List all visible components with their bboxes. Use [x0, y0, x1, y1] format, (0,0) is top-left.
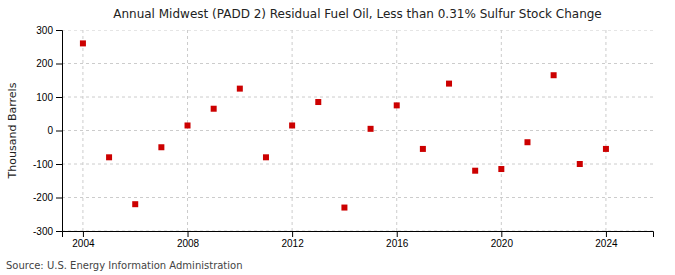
grid: [62, 30, 653, 231]
point: [524, 139, 530, 145]
tick-mark: [397, 231, 398, 237]
tick-mark: [83, 231, 84, 237]
point: [577, 161, 583, 167]
tick-mark: [56, 231, 62, 232]
tick-label: 100: [36, 92, 53, 103]
tick-mark: [188, 231, 189, 237]
tick: 2020: [491, 231, 514, 249]
chart: 2004 2008 2012 2016 2020 2024 -300 -200 -100 0 100…: [0, 0, 675, 275]
tick: 0: [47, 125, 62, 136]
tick-label: 2024: [595, 238, 618, 249]
tick-label: 300: [36, 25, 53, 36]
point: [446, 81, 452, 87]
tick-mark: [501, 231, 502, 237]
tick-mark: [56, 164, 62, 165]
tick: 2004: [72, 231, 95, 249]
point: [315, 99, 321, 105]
tick-label: 2020: [491, 238, 514, 249]
grid-line-y: [62, 164, 653, 165]
grid-line-y: [62, 30, 653, 31]
tick-label: -100: [33, 159, 53, 170]
grid-line-x: [292, 30, 293, 231]
grid-line-y: [62, 231, 653, 232]
tick-mark: [56, 131, 62, 132]
tick: -100: [33, 159, 62, 170]
grid-line-y: [62, 97, 653, 98]
point: [185, 122, 191, 128]
tick-mark: [56, 97, 62, 98]
axis-line: [63, 232, 654, 238]
point: [368, 126, 374, 132]
tick-label: 2012: [281, 238, 304, 249]
plot: 2004 2008 2012 2016 2020 2024 -300 -200 -100 0 100…: [33, 25, 654, 249]
tick-mark: [606, 231, 607, 237]
grid-line-y: [62, 63, 653, 64]
tick-mark: [292, 231, 293, 237]
tick-label: 2016: [386, 238, 409, 249]
point: [211, 106, 217, 112]
title: Annual Midwest (PADD 2) Residual Fuel Oi…: [113, 7, 602, 21]
point: [289, 122, 295, 128]
point: [341, 205, 347, 211]
point: [263, 154, 269, 160]
tick-label: 2008: [177, 238, 200, 249]
x-axis: 2004 2008 2012 2016 2020 2024: [63, 231, 654, 249]
grid-line-x: [82, 30, 83, 231]
point: [498, 166, 504, 172]
tick: 300: [36, 25, 62, 36]
tick: 100: [36, 92, 62, 103]
points: [80, 40, 609, 210]
point: [132, 201, 138, 207]
point: [158, 144, 164, 150]
point: [106, 154, 112, 160]
tick-label: 200: [36, 58, 53, 69]
point: [603, 146, 609, 152]
tick: 2024: [595, 231, 618, 249]
y-axis: -300 -200 -100 0 100 200 300: [33, 25, 63, 237]
tick-label: -200: [33, 192, 53, 203]
tick: 200: [36, 58, 62, 69]
point: [394, 102, 400, 108]
point: [80, 40, 86, 46]
tick-label: 2004: [72, 238, 95, 249]
tick: 2008: [177, 231, 200, 249]
tick: 2012: [281, 231, 304, 249]
source: Source: U.S. Energy Information Administ…: [6, 260, 243, 271]
y-axis-label: Thousand Barrels: [6, 82, 19, 179]
tick: 2016: [386, 231, 409, 249]
grid-line-y: [62, 197, 653, 198]
point: [472, 168, 478, 174]
grid-line-x: [501, 30, 502, 231]
grid-line-x: [605, 30, 606, 231]
grid-line-x: [396, 30, 397, 231]
tick: -200: [33, 192, 62, 203]
point: [237, 86, 243, 92]
tick-mark: [56, 64, 62, 65]
point: [420, 146, 426, 152]
point: [551, 72, 557, 78]
tick-label: -300: [33, 226, 53, 237]
axis-line: [56, 31, 63, 232]
tick-label: 0: [47, 125, 53, 136]
tick-mark: [56, 30, 62, 31]
grid-line-y: [62, 130, 653, 131]
tick: -300: [33, 226, 62, 237]
tick-mark: [56, 198, 62, 199]
grid-line-x: [187, 30, 188, 231]
